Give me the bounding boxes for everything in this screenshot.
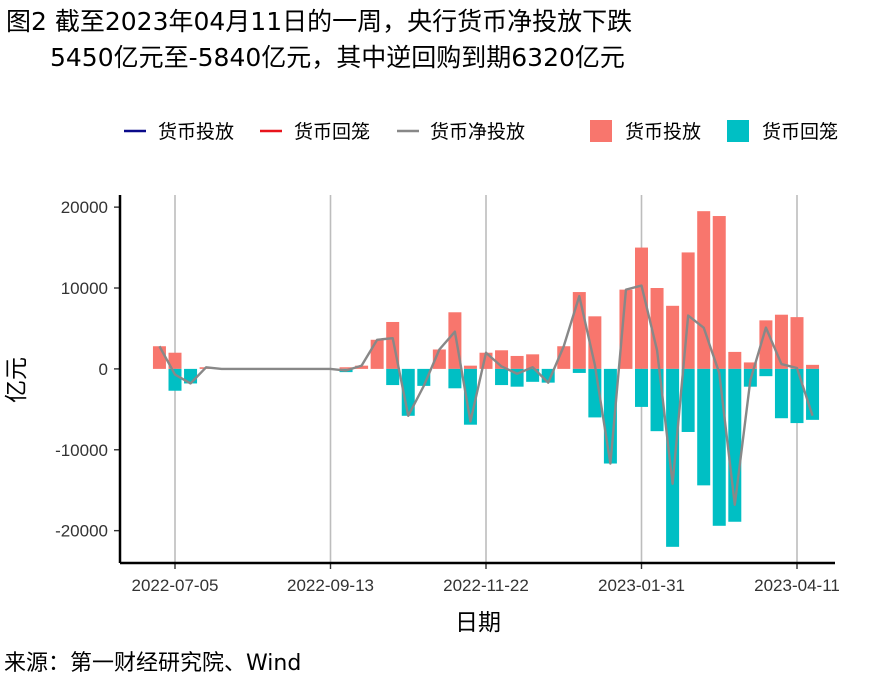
y-tick-label: 0 bbox=[99, 360, 108, 379]
bar-injection bbox=[666, 305, 680, 369]
bar-injection bbox=[339, 367, 353, 369]
bar-injection bbox=[526, 354, 540, 369]
legend-bar-key bbox=[590, 120, 612, 142]
bar-injection bbox=[619, 289, 633, 369]
x-tick-label: 2022-11-22 bbox=[443, 576, 529, 595]
bar-injection bbox=[774, 314, 788, 369]
bar-injection bbox=[168, 352, 182, 369]
bar-injection bbox=[463, 365, 477, 369]
bar-withdrawal bbox=[495, 368, 509, 386]
bar-injection bbox=[728, 351, 742, 369]
legend-bar-key bbox=[727, 120, 749, 142]
bar-withdrawal bbox=[572, 368, 586, 373]
bar-withdrawal bbox=[774, 368, 788, 419]
legend-label: 货币净投放 bbox=[430, 121, 525, 143]
bar-injection bbox=[152, 346, 166, 369]
bar-injection bbox=[650, 288, 664, 369]
y-tick-label: -20000 bbox=[55, 522, 108, 541]
chart-title-line-2: 5450亿元至-5840亿元，其中逆回购到期6320亿元 bbox=[50, 43, 625, 72]
legend-label: 货币回笼 bbox=[762, 121, 838, 143]
bar-withdrawal bbox=[790, 368, 804, 424]
chart-title-line-1: 图2 截至2023年04月11日的一周，央行货币净投放下跌 bbox=[6, 7, 633, 36]
y-axis-title: 亿元 bbox=[4, 357, 30, 403]
net-line-group bbox=[158, 284, 814, 506]
x-tick-label: 2023-01-31 bbox=[598, 576, 685, 595]
bar-withdrawal bbox=[759, 368, 773, 377]
bar-injection bbox=[635, 247, 648, 369]
legend: 货币投放 货币回笼 货币净投放 货币投放 货币回笼 bbox=[124, 120, 838, 143]
source-note: 来源：第一财经研究院、Wind bbox=[4, 651, 302, 676]
bar-withdrawal bbox=[666, 368, 680, 547]
legend-label: 货币投放 bbox=[158, 121, 234, 143]
x-tick-label: 2022-07-05 bbox=[132, 576, 219, 595]
legend-label: 货币投放 bbox=[625, 121, 701, 143]
bar-withdrawal bbox=[448, 368, 462, 389]
bar-withdrawal bbox=[697, 368, 711, 486]
x-tick-label: 2023-04-11 bbox=[754, 576, 840, 595]
chart-title: 图2 截至2023年04月11日的一周，央行货币净投放下跌 5450亿元至-58… bbox=[6, 4, 881, 76]
bar-withdrawal bbox=[712, 368, 726, 526]
net-line bbox=[158, 284, 814, 506]
bar-withdrawal bbox=[417, 368, 431, 386]
axes: 2022-07-05 2022-09-13 2022-11-22 2023-01-31… bbox=[55, 195, 840, 595]
bar-injection bbox=[743, 362, 757, 369]
bar-withdrawal bbox=[386, 368, 400, 386]
y-tick-label: 10000 bbox=[61, 279, 108, 298]
bar-injection bbox=[712, 216, 726, 369]
bar-withdrawal bbox=[681, 368, 695, 432]
bar-injection bbox=[806, 364, 820, 369]
x-tick-label: 2022-09-13 bbox=[287, 576, 374, 595]
bar-withdrawal bbox=[168, 368, 182, 391]
bar-injection bbox=[790, 317, 804, 369]
bar-injection bbox=[370, 339, 384, 369]
bar-injection bbox=[697, 211, 711, 369]
y-tick-label: -10000 bbox=[55, 441, 108, 460]
x-axis-title: 日期 bbox=[455, 610, 501, 636]
bar-injection bbox=[510, 355, 524, 369]
bar-injection bbox=[355, 365, 369, 369]
bar-withdrawal bbox=[635, 368, 648, 407]
y-tick-label: 20000 bbox=[61, 198, 108, 217]
bar-injection bbox=[572, 292, 586, 369]
legend-label: 货币回笼 bbox=[294, 121, 370, 143]
bar-injection bbox=[681, 252, 695, 369]
bar-withdrawal bbox=[650, 368, 664, 432]
